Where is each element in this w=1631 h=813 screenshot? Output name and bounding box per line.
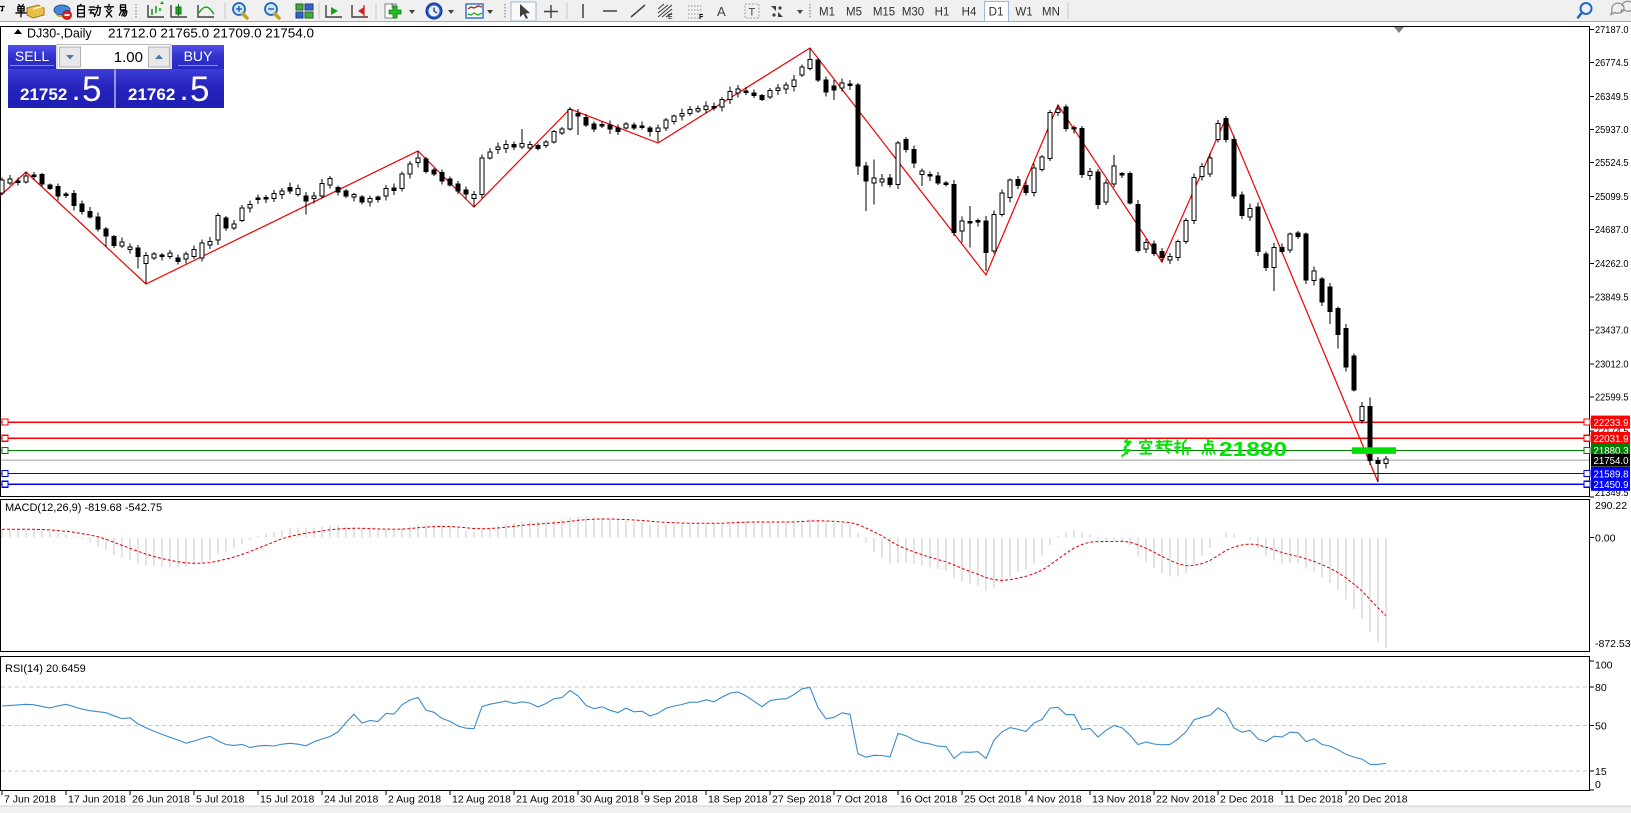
svg-text:50: 50 — [1595, 721, 1607, 733]
svg-text:290.22: 290.22 — [1595, 500, 1627, 512]
svg-text:21762: 21762 — [128, 85, 175, 104]
svg-text:.: . — [181, 80, 187, 105]
svg-text:100: 100 — [1595, 660, 1613, 672]
svg-text:22599.5: 22599.5 — [1595, 391, 1629, 403]
svg-text:M30: M30 — [902, 7, 924, 19]
svg-text:RSI(14) 20.6459: RSI(14) 20.6459 — [5, 663, 86, 675]
svg-text:0.00: 0.00 — [1595, 533, 1616, 545]
svg-text:BUY: BUY — [184, 48, 213, 64]
svg-text:H1: H1 — [935, 7, 950, 19]
svg-text:20 Dec 2018: 20 Dec 2018 — [1348, 794, 1408, 806]
svg-text:27187.0: 27187.0 — [1595, 24, 1629, 36]
svg-text:24262.0: 24262.0 — [1595, 258, 1629, 270]
svg-text:D1: D1 — [989, 7, 1004, 19]
svg-text:24687.0: 24687.0 — [1595, 224, 1629, 236]
svg-text:2 Dec 2018: 2 Dec 2018 — [1220, 794, 1274, 806]
svg-text:M15: M15 — [873, 7, 895, 19]
svg-text:MACD(12,26,9) -819.68 -542.75: MACD(12,26,9) -819.68 -542.75 — [5, 502, 162, 514]
svg-text:9 Sep 2018: 9 Sep 2018 — [644, 794, 698, 806]
svg-text:27 Sep 2018: 27 Sep 2018 — [772, 794, 832, 806]
svg-text:23849.5: 23849.5 — [1595, 291, 1629, 303]
svg-text:26774.5: 26774.5 — [1595, 57, 1629, 69]
svg-text:25937.0: 25937.0 — [1595, 124, 1629, 136]
svg-text:16 Oct 2018: 16 Oct 2018 — [900, 794, 957, 806]
svg-text:5: 5 — [190, 70, 209, 109]
svg-text:26349.5: 26349.5 — [1595, 91, 1629, 103]
svg-text:5 Jul 2018: 5 Jul 2018 — [196, 794, 245, 806]
svg-text:23437.0: 23437.0 — [1595, 324, 1629, 336]
svg-text:2 Aug 2018: 2 Aug 2018 — [388, 794, 441, 806]
svg-text:25099.5: 25099.5 — [1595, 191, 1629, 203]
svg-text:18 Sep 2018: 18 Sep 2018 — [708, 794, 768, 806]
svg-text:21450.9: 21450.9 — [1594, 479, 1629, 491]
svg-text:30 Aug 2018: 30 Aug 2018 — [580, 794, 639, 806]
svg-text:21880: 21880 — [1219, 439, 1287, 461]
svg-text:7 Jun 2018: 7 Jun 2018 — [4, 794, 56, 806]
svg-text:25524.5: 25524.5 — [1595, 157, 1629, 169]
svg-text:A: A — [717, 4, 726, 19]
svg-text:SELL: SELL — [15, 48, 49, 64]
svg-text:DJ30-,Daily: DJ30-,Daily — [27, 27, 92, 41]
svg-text:21 Aug 2018: 21 Aug 2018 — [516, 794, 575, 806]
svg-text:MN: MN — [1042, 7, 1060, 19]
svg-text:-872.53: -872.53 — [1595, 638, 1631, 650]
svg-text:4 Nov 2018: 4 Nov 2018 — [1028, 794, 1082, 806]
svg-text:22233.9: 22233.9 — [1594, 417, 1629, 429]
svg-text:26 Jun 2018: 26 Jun 2018 — [132, 794, 190, 806]
svg-text:11 Dec 2018: 11 Dec 2018 — [1284, 794, 1343, 806]
svg-text:25 Oct 2018: 25 Oct 2018 — [964, 794, 1021, 806]
svg-text:W1: W1 — [1015, 7, 1032, 19]
svg-text:15 Jul 2018: 15 Jul 2018 — [260, 794, 314, 806]
svg-text:24 Jul 2018: 24 Jul 2018 — [324, 794, 378, 806]
svg-text:22031.9: 22031.9 — [1594, 433, 1629, 445]
svg-text:M5: M5 — [846, 7, 862, 19]
svg-text:F: F — [699, 14, 704, 21]
svg-text:H4: H4 — [962, 7, 977, 19]
svg-text:21754.0: 21754.0 — [1594, 455, 1629, 467]
svg-text:12 Aug 2018: 12 Aug 2018 — [452, 794, 511, 806]
svg-text:21752: 21752 — [20, 85, 67, 104]
svg-text:M1: M1 — [819, 7, 835, 19]
svg-text:0: 0 — [1595, 779, 1601, 791]
svg-text:21589.8: 21589.8 — [1594, 468, 1629, 480]
svg-text:T: T — [749, 7, 756, 19]
svg-text:7 Oct 2018: 7 Oct 2018 — [836, 794, 888, 806]
svg-text:80: 80 — [1595, 682, 1607, 694]
svg-text:.: . — [73, 80, 79, 105]
svg-text:23012.0: 23012.0 — [1595, 358, 1629, 370]
svg-text:15: 15 — [1595, 766, 1607, 778]
svg-text:E: E — [668, 14, 673, 21]
svg-text:13 Nov 2018: 13 Nov 2018 — [1092, 794, 1152, 806]
svg-text:22 Nov 2018: 22 Nov 2018 — [1156, 794, 1216, 806]
svg-text:5: 5 — [82, 70, 101, 109]
svg-text:21712.0 21765.0 21709.0 21754.: 21712.0 21765.0 21709.0 21754.0 — [108, 27, 314, 41]
svg-text:17 Jun 2018: 17 Jun 2018 — [68, 794, 126, 806]
svg-text:1.00: 1.00 — [114, 49, 143, 66]
